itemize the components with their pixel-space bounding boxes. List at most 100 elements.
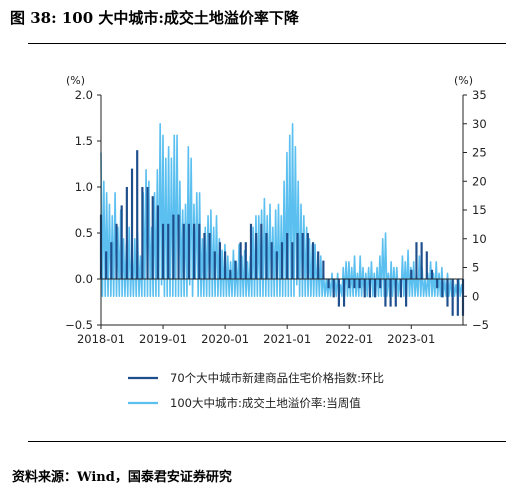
price-index-bar — [146, 187, 149, 279]
price-index-bar — [265, 233, 268, 279]
price-index-bar — [141, 187, 144, 279]
x-tick-label: 2023-01 — [387, 332, 435, 346]
left-tick-label: 1.5 — [75, 134, 93, 148]
price-index-bar — [203, 233, 206, 279]
price-index-bar — [110, 242, 113, 279]
price-index-bar — [379, 279, 382, 289]
price-index-bar — [306, 233, 309, 279]
legend: 70个大中城市新建商品住宅价格指数:环比 100大中城市:成交土地溢价率:当周值 — [128, 371, 384, 410]
right-tick-label: −5 — [472, 318, 489, 332]
price-index-bar — [456, 279, 459, 316]
price-index-bar — [301, 233, 304, 279]
price-index-bar — [229, 269, 232, 279]
price-index-bar — [182, 223, 185, 279]
price-index-bar — [415, 242, 418, 279]
price-index-bar — [167, 223, 170, 279]
price-index-bar — [115, 223, 118, 279]
right-tick-label: 15 — [472, 203, 487, 217]
figure-title: 图 38: 100 大中城市:成交土地溢价率下降 — [10, 9, 299, 27]
price-index-bar — [224, 251, 227, 279]
x-tick-label: 2018-01 — [77, 332, 125, 346]
left-tick-label: −0.5 — [65, 318, 93, 332]
price-index-bar — [286, 233, 289, 279]
price-index-bar — [249, 223, 253, 279]
price-index-bar — [136, 150, 139, 279]
left-axis: 2.0 1.5 1.0 0.5 0.0 −0.5 — [65, 88, 101, 332]
price-index-bar — [198, 223, 201, 279]
price-index-bar — [218, 242, 222, 279]
price-index-bar — [374, 279, 377, 298]
price-index-bar — [436, 279, 439, 289]
price-index-bar — [156, 205, 159, 279]
price-index-bar — [368, 279, 371, 298]
price-index-bar — [172, 214, 175, 279]
price-index-bar — [208, 233, 211, 279]
right-tick-label: 25 — [472, 146, 487, 160]
source-note: 资料来源：Wind，国泰君安证券研究 — [12, 470, 232, 485]
price-index-bar — [394, 279, 397, 307]
price-index-bar — [322, 260, 325, 279]
price-index-bar — [332, 279, 335, 298]
x-tick-label: 2021-01 — [263, 332, 311, 346]
bottom-rule — [28, 441, 506, 442]
price-index-bar — [384, 279, 387, 307]
price-index-bar — [280, 242, 284, 279]
right-axis-unit: (%) — [454, 74, 473, 87]
price-index-bar — [358, 279, 361, 289]
left-tick-label: 0.0 — [75, 272, 93, 286]
price-index-bar — [327, 279, 330, 289]
price-index-bar — [270, 242, 273, 279]
right-tick-label: 10 — [472, 232, 487, 246]
price-index-bar — [446, 279, 449, 307]
price-index-bar — [193, 223, 196, 279]
price-index-bar — [425, 251, 428, 279]
price-index-bar — [363, 279, 366, 298]
left-tick-label: 2.0 — [75, 88, 93, 102]
price-index-bar — [239, 242, 242, 279]
price-index-bar — [275, 251, 278, 279]
price-index-bar — [161, 223, 165, 279]
price-index-bar — [410, 269, 413, 279]
price-index-bar — [405, 279, 408, 307]
legend-label-line: 100大中城市:成交土地溢价率:当周值 — [170, 396, 361, 410]
right-axis: 35 30 25 20 15 10 5 0 −5 — [463, 88, 489, 332]
price-index-series — [99, 150, 465, 316]
price-index-bar — [187, 223, 190, 279]
price-index-bar — [420, 242, 423, 279]
left-tick-label: 1.0 — [75, 180, 93, 194]
price-index-bar — [441, 279, 444, 298]
right-tick-label: 30 — [472, 117, 487, 131]
price-index-bar — [130, 168, 134, 279]
price-index-bar — [337, 279, 340, 307]
x-axis: 2018-01 2019-01 2020-01 2021-01 2022-01 2023-… — [77, 325, 435, 346]
right-tick-label: 5 — [472, 261, 479, 275]
price-index-bar — [260, 223, 263, 279]
right-tick-label: 20 — [472, 174, 487, 188]
x-tick-label: 2019-01 — [139, 332, 187, 346]
price-index-bar — [311, 242, 315, 279]
x-tick-label: 2020-01 — [201, 332, 249, 346]
x-tick-label: 2022-01 — [325, 332, 373, 346]
price-index-bar — [125, 187, 128, 279]
price-index-bar — [244, 242, 247, 279]
right-tick-label: 0 — [472, 289, 479, 303]
legend-label-bars: 70个大中城市新建商品住宅价格指数:环比 — [170, 371, 384, 385]
price-index-bar — [451, 279, 454, 316]
price-index-bar — [430, 269, 434, 279]
price-index-bar — [353, 279, 356, 289]
price-index-bar — [291, 242, 294, 279]
price-index-bar — [348, 279, 351, 289]
left-axis-unit: (%) — [66, 74, 85, 87]
price-index-bar — [120, 205, 123, 279]
right-tick-label: 35 — [472, 88, 487, 102]
price-index-bar — [399, 279, 403, 298]
price-index-bar — [255, 233, 258, 279]
price-index-bar — [317, 251, 320, 279]
price-index-bar — [151, 196, 154, 279]
price-index-bar — [389, 279, 392, 307]
top-rule — [28, 43, 506, 44]
price-index-bar — [105, 251, 108, 279]
price-index-bar — [234, 260, 237, 279]
price-index-bar — [296, 233, 299, 279]
